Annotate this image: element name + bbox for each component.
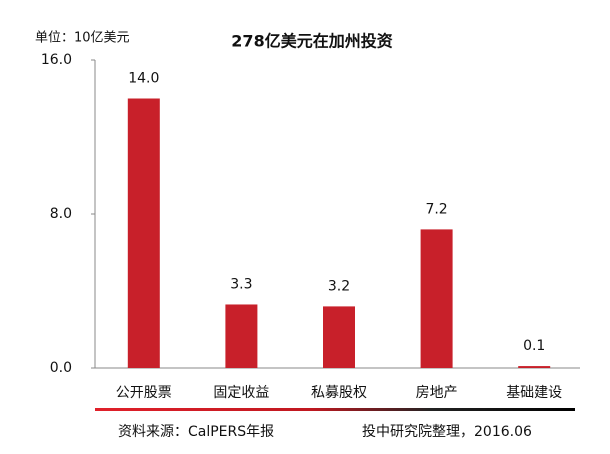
x-tick-label: 固定收益 [213,385,269,401]
value-label: 3.3 [230,276,252,292]
bar [518,366,551,368]
bar [323,306,355,368]
value-label: 7.2 [425,201,447,217]
source-note: 投中研究院整理，2016.06 [362,424,532,440]
value-label: 14.0 [128,71,159,87]
value-label: 3.2 [328,278,350,294]
x-tick-label: 房地产 [416,385,458,401]
bar [127,98,160,368]
x-tick-label: 公开股票 [116,385,172,401]
value-label: 0.1 [523,338,545,354]
x-tick-label: 基础建设 [506,384,562,401]
bar [420,229,453,368]
y-tick-label: 8.0 [50,206,72,222]
chart-title: 278亿美元在加州投资 [231,32,392,51]
x-tick-label: 私募股权 [311,385,367,401]
bar [225,304,258,368]
source-note: 资料来源：CalPERS年报 [118,424,274,440]
y-tick-label: 0.0 [50,360,72,376]
footer-rule [95,408,575,411]
y-unit-label: 单位：10亿美元 [35,31,130,46]
y-tick-label: 16.0 [41,52,72,68]
